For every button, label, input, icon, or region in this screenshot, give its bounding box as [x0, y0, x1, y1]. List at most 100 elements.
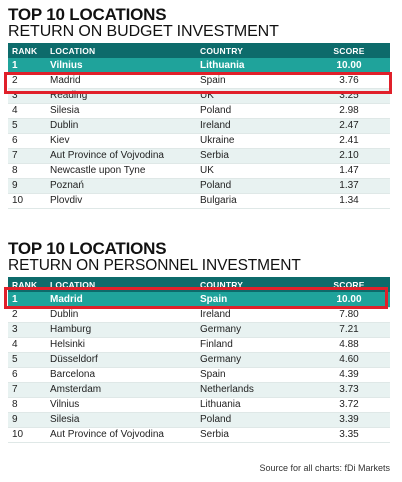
rank-cell: 6 [8, 133, 46, 149]
country-cell: Serbia [196, 427, 308, 443]
score-cell: 7.21 [308, 322, 390, 338]
country-cell: Germany [196, 322, 308, 338]
rank-cell: 4 [8, 103, 46, 119]
location-cell: Madrid [46, 73, 196, 89]
location-cell: Aut Province of Vojvodina [46, 148, 196, 164]
country-cell: Finland [196, 337, 308, 353]
country-cell: Serbia [196, 148, 308, 164]
table-row: 7 Amsterdam Netherlands 3.73 [8, 382, 390, 398]
table-row: 6 Kiev Ukraine 2.41 [8, 133, 390, 149]
table-row: 4 Helsinki Finland 4.88 [8, 337, 390, 353]
location-cell: Silesia [46, 103, 196, 119]
table-row: 1 Madrid Spain 10.00 [8, 292, 390, 308]
country-cell: Netherlands [196, 382, 308, 398]
rank-cell: 1 [8, 292, 46, 308]
table-row: 10 Aut Province of Vojvodina Serbia 3.35 [8, 427, 390, 443]
table-row: 5 Düsseldorf Germany 4.60 [8, 352, 390, 368]
table-row: 7 Aut Province of Vojvodina Serbia 2.10 [8, 148, 390, 164]
table-row: 6 Barcelona Spain 4.39 [8, 367, 390, 383]
table-row: 9 Silesia Poland 3.39 [8, 412, 390, 428]
rank-cell: 3 [8, 322, 46, 338]
table-row: 8 Vilnius Lithuania 3.72 [8, 397, 390, 413]
budget-section: TOP 10 LOCATIONS RETURN ON BUDGET INVEST… [8, 6, 390, 209]
source-note: Source for all charts: fDi Markets [259, 463, 390, 473]
location-cell: Vilnius [46, 58, 196, 74]
country-cell: Spain [196, 292, 308, 308]
country-cell: UK [196, 163, 308, 179]
personnel-table: RANK LOCATION COUNTRY SCORE 1 Madrid Spain… [8, 277, 390, 443]
location-cell: Kiev [46, 133, 196, 149]
table-row: 2 Madrid Spain 3.76 [8, 73, 390, 89]
budget-table: RANK LOCATION COUNTRY SCORE 1 Vilnius Lith… [8, 43, 390, 209]
annotation-box-personnel-madrid [4, 287, 388, 309]
country-cell: Germany [196, 352, 308, 368]
table-row: 4 Silesia Poland 2.98 [8, 103, 390, 119]
location-cell: Helsinki [46, 337, 196, 353]
table-row: 2 Dublin Ireland 7.80 [8, 307, 390, 323]
rank-cell: 7 [8, 382, 46, 398]
personnel-section: TOP 10 LOCATIONS RETURN ON PERSONNEL INV… [8, 240, 390, 443]
country-cell: Poland [196, 412, 308, 428]
country-cell: Poland [196, 178, 308, 194]
table-row: 3 Hamburg Germany 7.21 [8, 322, 390, 338]
rank-cell: 5 [8, 352, 46, 368]
table-row: 10 Plovdiv Bulgaria 1.34 [8, 193, 390, 209]
score-cell: 1.34 [308, 193, 390, 209]
score-cell: 3.76 [308, 73, 390, 89]
rank-cell: 10 [8, 427, 46, 443]
score-cell: 4.88 [308, 337, 390, 353]
rank-cell: 10 [8, 193, 46, 209]
country-cell: Ukraine [196, 133, 308, 149]
country-cell: Lithuania [196, 58, 308, 74]
score-cell: 3.72 [308, 397, 390, 413]
header-country: COUNTRY [196, 43, 308, 58]
header-location: LOCATION [46, 43, 196, 58]
table-row: 8 Newcastle upon Tyne UK 1.47 [8, 163, 390, 179]
header-score: SCORE [308, 43, 390, 58]
score-cell: 3.73 [308, 382, 390, 398]
country-cell: Ireland [196, 307, 308, 323]
score-cell: 2.47 [308, 118, 390, 134]
location-cell: Amsterdam [46, 382, 196, 398]
country-cell: Lithuania [196, 397, 308, 413]
country-cell: Bulgaria [196, 193, 308, 209]
rank-cell: 7 [8, 148, 46, 164]
location-cell: Silesia [46, 412, 196, 428]
score-cell: 4.60 [308, 352, 390, 368]
rank-cell: 9 [8, 412, 46, 428]
table-row: 1 Vilnius Lithuania 10.00 [8, 58, 390, 74]
location-cell: Dublin [46, 118, 196, 134]
location-cell: Düsseldorf [46, 352, 196, 368]
score-cell: 2.41 [308, 133, 390, 149]
personnel-subtitle: RETURN ON PERSONNEL INVESTMENT [8, 257, 301, 274]
rank-cell: 6 [8, 367, 46, 383]
annotation-box-budget-madrid [4, 72, 392, 94]
score-cell: 3.35 [308, 427, 390, 443]
rank-cell: 1 [8, 58, 46, 74]
location-cell: Newcastle upon Tyne [46, 163, 196, 179]
score-cell: 3.39 [308, 412, 390, 428]
score-cell: 1.37 [308, 178, 390, 194]
table-row: 9 Poznań Poland 1.37 [8, 178, 390, 194]
location-cell: Hamburg [46, 322, 196, 338]
score-cell: 2.98 [308, 103, 390, 119]
rank-cell: 8 [8, 163, 46, 179]
budget-header-row: RANK LOCATION COUNTRY SCORE [8, 43, 390, 58]
location-cell: Dublin [46, 307, 196, 323]
country-cell: Spain [196, 73, 308, 89]
location-cell: Vilnius [46, 397, 196, 413]
table-row: 5 Dublin Ireland 2.47 [8, 118, 390, 134]
budget-title: TOP 10 LOCATIONS [8, 5, 167, 24]
score-cell: 10.00 [308, 58, 390, 74]
country-cell: Ireland [196, 118, 308, 134]
header-rank: RANK [8, 43, 46, 58]
score-cell: 1.47 [308, 163, 390, 179]
rank-cell: 4 [8, 337, 46, 353]
rank-cell: 5 [8, 118, 46, 134]
rank-cell: 9 [8, 178, 46, 194]
location-cell: Poznań [46, 178, 196, 194]
score-cell: 7.80 [308, 307, 390, 323]
score-cell: 2.10 [308, 148, 390, 164]
score-cell: 4.39 [308, 367, 390, 383]
rank-cell: 8 [8, 397, 46, 413]
